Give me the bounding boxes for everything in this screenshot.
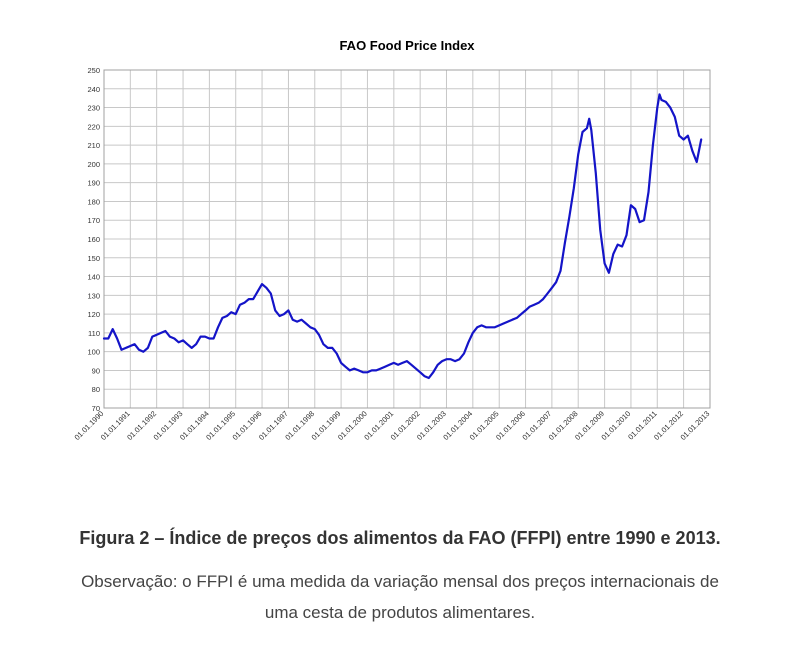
plot-area-border bbox=[103, 69, 711, 409]
y-tick-label: 90 bbox=[92, 366, 100, 375]
y-tick-label: 250 bbox=[87, 66, 100, 75]
y-tick-label: 230 bbox=[87, 104, 100, 113]
figure-caption-note-line-1: Observação: o FFPI é uma medida da varia… bbox=[81, 572, 719, 591]
fao-food-price-index-chart: FAO Food Price Index 250 240 230 220 210 200 19… bbox=[73, 38, 712, 442]
figure-caption-note: Observação: o FFPI é uma medida da varia… bbox=[0, 566, 800, 628]
y-tick-label: 70 bbox=[92, 404, 100, 413]
y-tick-label: 160 bbox=[87, 235, 100, 244]
figure-caption-title: Figura 2 – Índice de preços dos alimento… bbox=[79, 528, 721, 548]
y-tick-label: 150 bbox=[87, 254, 100, 263]
y-tick-label: 130 bbox=[87, 291, 100, 300]
y-tick-label: 200 bbox=[87, 160, 100, 169]
y-tick-label: 110 bbox=[88, 329, 100, 338]
y-tick-label: 220 bbox=[87, 122, 100, 131]
y-tick-label: 190 bbox=[87, 179, 100, 188]
y-tick-label: 140 bbox=[87, 273, 100, 282]
y-tick-label: 240 bbox=[87, 85, 100, 94]
figure-caption-note-line-2: uma cesta de produtos alimentares. bbox=[264, 603, 536, 622]
series-line bbox=[102, 93, 703, 380]
y-tick-label: 100 bbox=[87, 348, 100, 357]
y-tick-label: 80 bbox=[92, 385, 100, 394]
y-tick-label: 180 bbox=[87, 197, 100, 206]
y-tick-label: 170 bbox=[87, 216, 100, 225]
chart-title: FAO Food Price Index bbox=[339, 38, 475, 53]
y-tick-label: 210 bbox=[87, 141, 100, 150]
y-tick-label: 120 bbox=[87, 310, 100, 319]
